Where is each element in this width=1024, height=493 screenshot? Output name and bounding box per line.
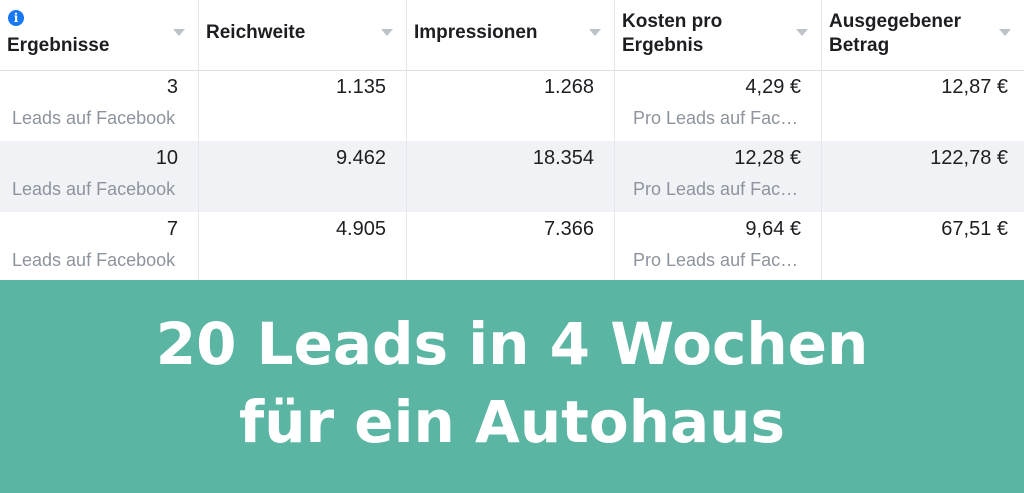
cell-impressions: 18.354: [407, 141, 615, 212]
cell-results: 7 Leads auf Facebook: [0, 212, 199, 283]
chevron-down-icon[interactable]: [796, 29, 808, 36]
results-subtext: Leads auf Facebook: [12, 179, 176, 199]
column-header-impressions[interactable]: Impressionen: [407, 0, 615, 70]
column-header-label: Ergebnisse: [7, 35, 110, 56]
reach-value: 9.462: [335, 147, 386, 169]
info-icon[interactable]: i: [8, 10, 24, 26]
cell-amount-spent: 122,78 €: [822, 141, 1024, 212]
chevron-down-icon[interactable]: [381, 29, 393, 36]
column-header-cost-per-result[interactable]: Kosten pro Ergebnis: [615, 0, 822, 70]
column-header-reach[interactable]: Reichweite: [199, 0, 407, 70]
results-value: 3: [166, 76, 178, 98]
results-value: 10: [155, 147, 178, 169]
chevron-down-icon[interactable]: [173, 29, 185, 36]
cell-impressions: 7.366: [407, 212, 615, 283]
headline-banner: 20 Leads in 4 Wochen für ein Autohaus: [0, 280, 1024, 493]
cost-subtext: Pro Leads auf Fac…: [633, 250, 799, 270]
cell-amount-spent: 67,51 €: [822, 212, 1024, 283]
column-header-label: Ausgegebener Betrag: [829, 11, 961, 56]
results-value: 7: [166, 218, 178, 240]
results-table: i Ergebnisse Reichweite Impressionen Kos…: [0, 0, 1024, 283]
spent-value: 67,51 €: [941, 218, 1008, 240]
cell-impressions: 1.268: [407, 70, 615, 141]
cell-results: 10 Leads auf Facebook: [0, 141, 199, 212]
cell-cost-per-result: 12,28 € Pro Leads auf Fac…: [615, 141, 822, 212]
table-row[interactable]: 7 Leads auf Facebook 4.905 7.366 9,64 € …: [0, 212, 1024, 283]
table-row[interactable]: 3 Leads auf Facebook 1.135 1.268 4,29 € …: [0, 70, 1024, 141]
cost-subtext: Pro Leads auf Fac…: [633, 179, 799, 199]
spent-value: 122,78 €: [930, 147, 1008, 169]
cost-subtext: Pro Leads auf Fac…: [633, 108, 799, 128]
column-header-amount-spent[interactable]: Ausgegebener Betrag: [822, 0, 1024, 70]
cell-results: 3 Leads auf Facebook: [0, 70, 199, 141]
column-header-label: Reichweite: [206, 22, 306, 43]
chevron-down-icon[interactable]: [999, 29, 1011, 36]
impressions-value: 18.354: [532, 147, 594, 169]
headline-line-2: für ein Autohaus: [238, 388, 785, 456]
column-header-label: Kosten pro Ergebnis: [622, 11, 723, 56]
cell-amount-spent: 12,87 €: [822, 70, 1024, 141]
reach-value: 4.905: [335, 218, 386, 240]
cell-reach: 9.462: [199, 141, 407, 212]
cell-reach: 4.905: [199, 212, 407, 283]
cost-value: 9,64 €: [745, 218, 801, 240]
column-header-label: Impressionen: [414, 22, 538, 43]
results-subtext: Leads auf Facebook: [12, 250, 176, 270]
chevron-down-icon[interactable]: [589, 29, 601, 36]
impressions-value: 1.268: [543, 76, 594, 98]
reach-value: 1.135: [335, 76, 386, 98]
cell-cost-per-result: 4,29 € Pro Leads auf Fac…: [615, 70, 822, 141]
cost-value: 12,28 €: [734, 147, 801, 169]
cost-value: 4,29 €: [745, 76, 801, 98]
spent-value: 12,87 €: [941, 76, 1008, 98]
impressions-value: 7.366: [543, 218, 594, 240]
column-header-results[interactable]: i Ergebnisse: [0, 0, 199, 70]
cell-reach: 1.135: [199, 70, 407, 141]
table-header: i Ergebnisse Reichweite Impressionen Kos…: [0, 0, 1024, 71]
cell-cost-per-result: 9,64 € Pro Leads auf Fac…: [615, 212, 822, 283]
results-subtext: Leads auf Facebook: [12, 108, 176, 128]
table-row[interactable]: 10 Leads auf Facebook 9.462 18.354 12,28…: [0, 141, 1024, 212]
headline-line-1: 20 Leads in 4 Wochen: [155, 310, 869, 378]
